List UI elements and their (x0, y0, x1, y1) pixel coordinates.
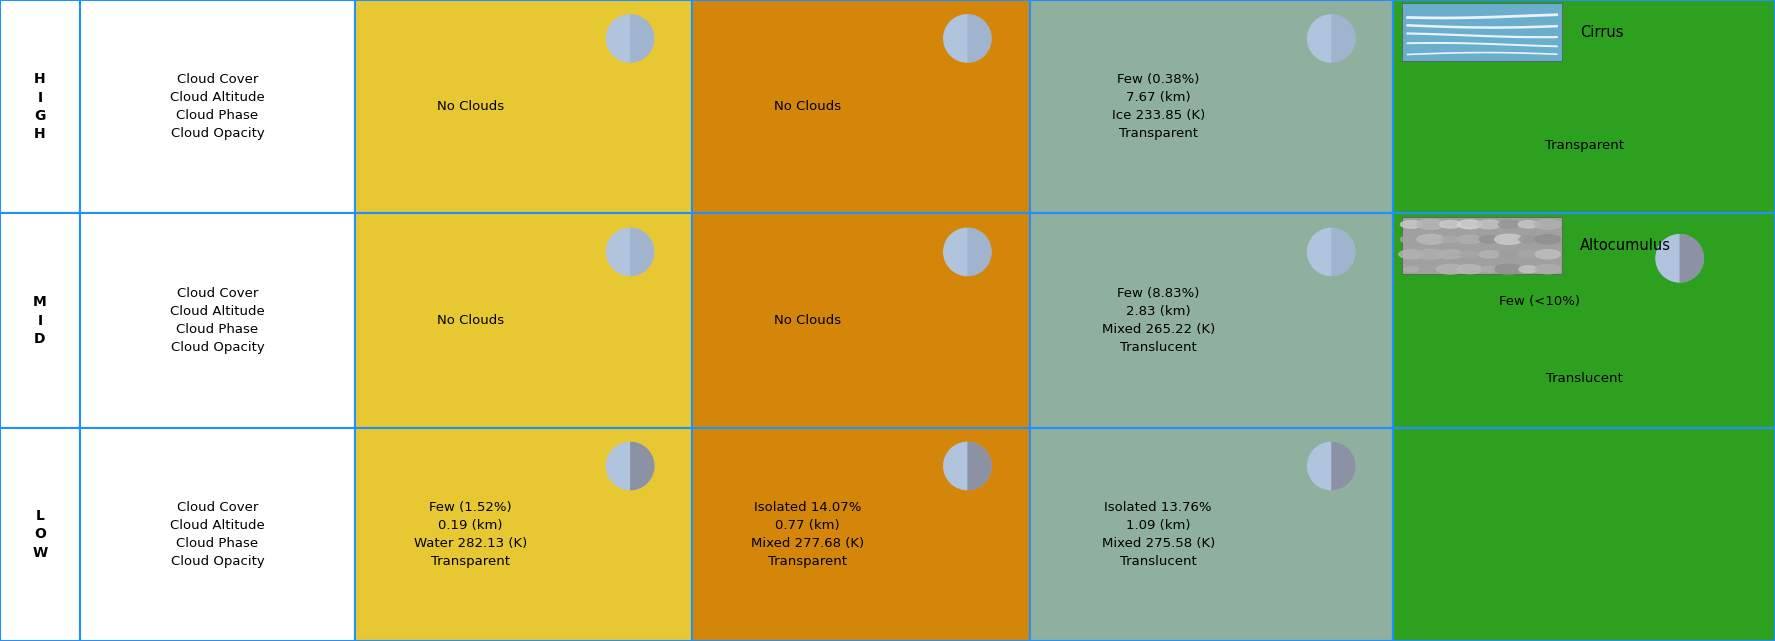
Circle shape (1440, 221, 1461, 228)
Circle shape (1457, 220, 1482, 229)
Bar (1030, 428, 1393, 641)
Bar (692, 428, 1030, 641)
Bar (1393, 0, 1775, 213)
Circle shape (1534, 219, 1562, 229)
Text: Few (1.52%)
0.19 (km)
Water 282.13 (K)
Transparent: Few (1.52%) 0.19 (km) Water 282.13 (K) T… (414, 501, 527, 568)
Text: Cloud Cover
Cloud Altitude
Cloud Phase
Cloud Opacity: Cloud Cover Cloud Altitude Cloud Phase C… (170, 73, 264, 140)
Circle shape (1400, 235, 1422, 243)
Text: No Clouds: No Clouds (774, 100, 841, 113)
Text: Cloud Cover
Cloud Altitude
Cloud Phase
Cloud Opacity: Cloud Cover Cloud Altitude Cloud Phase C… (170, 287, 264, 354)
PathPatch shape (630, 14, 655, 63)
Text: Few (0.38%)
7.67 (km)
Ice 233.85 (K)
Transparent: Few (0.38%) 7.67 (km) Ice 233.85 (K) Tra… (1111, 73, 1205, 140)
Circle shape (1400, 221, 1422, 228)
PathPatch shape (967, 14, 992, 63)
Circle shape (1519, 236, 1537, 243)
Text: Isolated 13.76%
1.09 (km)
Mixed 275.58 (K)
Translucent: Isolated 13.76% 1.09 (km) Mixed 275.58 (… (1102, 501, 1214, 568)
Bar (355, 428, 692, 641)
Text: Cloud Cover
Cloud Altitude
Cloud Phase
Cloud Opacity: Cloud Cover Cloud Altitude Cloud Phase C… (170, 501, 264, 568)
Ellipse shape (943, 14, 992, 63)
Ellipse shape (1306, 228, 1356, 276)
PathPatch shape (1679, 234, 1704, 283)
Ellipse shape (943, 228, 992, 276)
Circle shape (1457, 265, 1482, 274)
Text: Cirrus: Cirrus (1580, 24, 1624, 40)
Text: Isolated 14.07%
0.77 (km)
Mixed 277.68 (K)
Transparent: Isolated 14.07% 0.77 (km) Mixed 277.68 (… (751, 501, 864, 568)
Text: H
I
G
H: H I G H (34, 72, 46, 141)
Bar (692, 213, 1030, 428)
Text: Few (8.83%)
2.83 (km)
Mixed 265.22 (K)
Translucent: Few (8.83%) 2.83 (km) Mixed 265.22 (K) T… (1102, 287, 1214, 354)
Ellipse shape (605, 14, 655, 63)
Circle shape (1535, 250, 1560, 259)
Circle shape (1495, 234, 1523, 244)
Bar (80, 213, 355, 428)
Bar (1030, 0, 1393, 213)
Circle shape (1457, 235, 1482, 244)
Bar (80, 0, 355, 213)
Bar (1393, 428, 1775, 641)
Bar (355, 0, 692, 213)
Text: L
O
W: L O W (32, 509, 48, 560)
Circle shape (1519, 266, 1537, 272)
Bar (1402, 217, 1562, 274)
Bar (80, 428, 355, 641)
Circle shape (1500, 251, 1518, 258)
Circle shape (1416, 235, 1445, 244)
Bar (692, 0, 1030, 213)
Text: No Clouds: No Clouds (437, 100, 504, 113)
Bar (1402, 3, 1562, 61)
Text: No Clouds: No Clouds (774, 314, 841, 327)
Circle shape (1399, 250, 1424, 259)
Ellipse shape (1306, 442, 1356, 490)
Text: Few (<10%): Few (<10%) (1500, 295, 1580, 308)
Bar (0, 428, 80, 641)
Circle shape (1416, 219, 1445, 229)
Circle shape (1495, 264, 1523, 274)
Text: Transparent: Transparent (1544, 138, 1624, 152)
PathPatch shape (1331, 442, 1356, 490)
PathPatch shape (967, 228, 992, 276)
Bar (355, 213, 692, 428)
Circle shape (1518, 251, 1539, 258)
Circle shape (1436, 264, 1464, 274)
PathPatch shape (630, 228, 655, 276)
Circle shape (1438, 250, 1463, 259)
Circle shape (1535, 235, 1560, 244)
PathPatch shape (967, 442, 992, 490)
Bar (1393, 213, 1775, 428)
Ellipse shape (605, 442, 655, 490)
Circle shape (1535, 265, 1560, 274)
Circle shape (1420, 265, 1441, 273)
Circle shape (1477, 220, 1502, 229)
Circle shape (1479, 251, 1500, 258)
Circle shape (1498, 221, 1519, 228)
Ellipse shape (943, 442, 992, 490)
PathPatch shape (1331, 14, 1356, 63)
Text: Altocumulus: Altocumulus (1580, 238, 1670, 253)
Bar (0, 213, 80, 428)
PathPatch shape (630, 442, 655, 490)
Circle shape (1404, 267, 1418, 272)
Circle shape (1461, 251, 1479, 258)
Circle shape (1441, 237, 1459, 242)
Bar (1030, 213, 1393, 428)
Text: Translucent: Translucent (1546, 372, 1622, 385)
Circle shape (1479, 236, 1500, 243)
Text: No Clouds: No Clouds (437, 314, 504, 327)
PathPatch shape (1331, 228, 1356, 276)
Circle shape (1518, 221, 1539, 228)
Circle shape (1480, 266, 1498, 272)
Bar (0, 0, 80, 213)
Ellipse shape (1306, 14, 1356, 63)
Circle shape (1416, 249, 1445, 259)
Text: M
I
D: M I D (34, 295, 46, 346)
Ellipse shape (605, 228, 655, 276)
Ellipse shape (1656, 234, 1704, 283)
